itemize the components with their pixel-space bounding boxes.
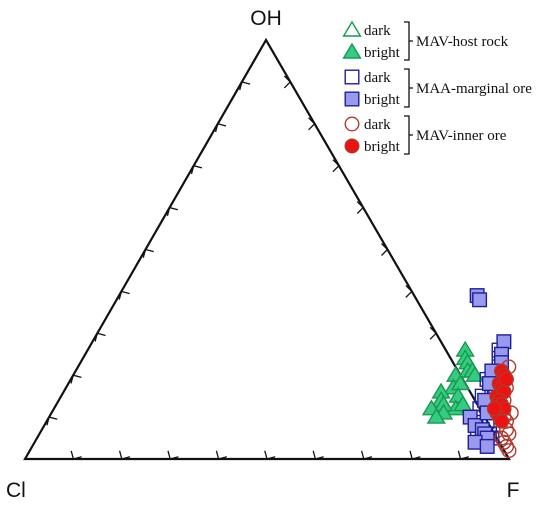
tick-right-1 xyxy=(283,75,292,89)
legend-group-label-2: MAV-inner ore xyxy=(416,128,507,144)
tick-right-5 xyxy=(381,243,389,256)
tick-bottom-3 xyxy=(167,450,179,460)
tick-right-6 xyxy=(405,284,413,298)
legend-series-label-0-0: dark xyxy=(364,23,391,39)
tick-right-7 xyxy=(429,326,438,340)
tick-left-9 xyxy=(46,416,58,426)
point-circle-bright-2-11 xyxy=(494,413,510,429)
point-circle-bright-2-13 xyxy=(486,401,502,417)
point-square-bright-1-2 xyxy=(496,334,512,350)
tick-bottom-9 xyxy=(457,450,469,460)
data-points xyxy=(421,288,519,459)
legend-series-label-1-1: bright xyxy=(364,92,401,108)
legend-marker-0-1 xyxy=(342,42,362,59)
tick-bottom-8 xyxy=(409,450,421,460)
legend: dark bright MAV-host rock dark bright MAA-mar… xyxy=(342,20,532,155)
legend-bracket-2 xyxy=(404,115,413,155)
tick-left-1 xyxy=(239,81,251,91)
point-triangle-bright-0-17 xyxy=(426,407,446,424)
point-triangle-bright-0-6 xyxy=(450,374,471,391)
tick-bottom-5 xyxy=(264,450,276,460)
tick-left-6 xyxy=(118,290,130,300)
legend-group-label-1: MAA-marginal ore xyxy=(416,81,532,97)
legend-marker-2-1 xyxy=(344,138,360,154)
legend-series-label-2-1: bright xyxy=(364,139,401,155)
tick-left-5 xyxy=(142,248,154,258)
tick-left-2 xyxy=(214,123,227,133)
legend-bracket-0 xyxy=(404,21,413,61)
legend-series-label-1-0: dark xyxy=(364,70,391,86)
ternary-axes xyxy=(23,37,511,461)
legend-series-label-0-1: bright xyxy=(364,45,401,61)
legend-marker-1-0 xyxy=(344,69,360,85)
legend-marker-0-0 xyxy=(342,20,362,37)
tick-left-4 xyxy=(166,206,178,216)
legend-series-label-2-0: dark xyxy=(364,117,391,133)
point-circle-dark-2-9 xyxy=(496,434,512,450)
vertex-label-left: Cl xyxy=(6,479,26,502)
tick-left-3 xyxy=(190,164,203,175)
legend-group-label-0: MAV-host rock xyxy=(416,34,509,50)
vertex-label-top: OH xyxy=(250,7,282,30)
legend-marker-2-0 xyxy=(344,116,360,132)
point-square-bright-1-1 xyxy=(472,292,488,308)
point-triangle-bright-0-8 xyxy=(465,365,485,382)
point-circle-dark-2-12 xyxy=(501,426,517,442)
tick-bottom-7 xyxy=(360,450,373,460)
vertex-label-right: F xyxy=(507,479,520,502)
legend-marker-1-1 xyxy=(344,91,360,107)
tick-bottom-2 xyxy=(118,450,131,460)
tick-right-3 xyxy=(332,159,340,173)
tick-left-7 xyxy=(94,332,106,342)
tick-right-4 xyxy=(356,201,365,215)
tick-bottom-6 xyxy=(312,450,324,460)
tick-bottom-1 xyxy=(70,450,82,460)
legend-bracket-1 xyxy=(404,68,413,108)
tick-right-2 xyxy=(308,117,316,131)
tick-bottom-4 xyxy=(215,450,227,460)
point-circle-dark-2-11 xyxy=(501,443,517,459)
point-square-bright-1-15 xyxy=(479,438,495,454)
point-circle-dark-2-8 xyxy=(494,430,510,446)
point-circle-bright-2-12 xyxy=(498,371,514,387)
tick-left-8 xyxy=(70,374,82,384)
